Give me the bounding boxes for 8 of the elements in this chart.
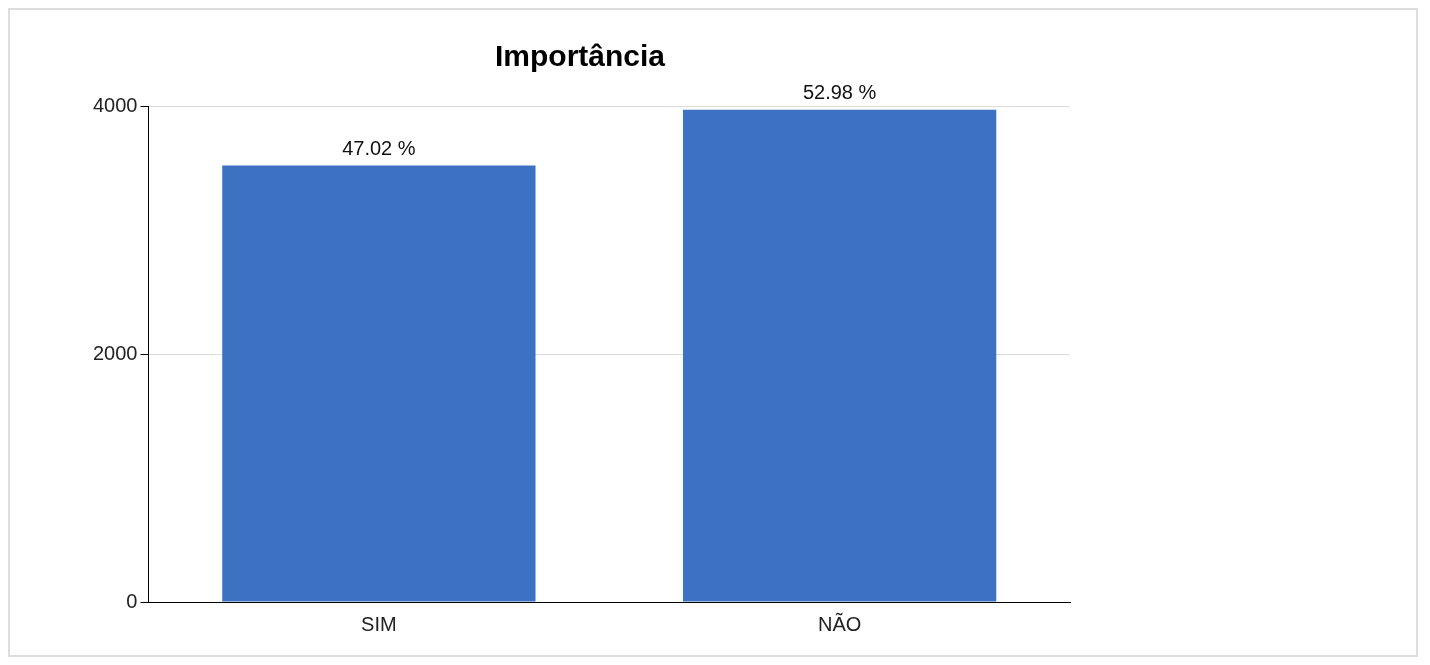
chart-title: Importância [494, 39, 666, 73]
y-tick-label: 4000 [92, 93, 138, 116]
annotation: 52.98 % [802, 81, 877, 104]
x-tick-label: NÃO [817, 611, 862, 635]
x-tick-label: SIM [361, 612, 397, 635]
y-tick-label: 2000 [92, 341, 138, 364]
y-tick-label: 0 [126, 589, 138, 612]
annotation: 47.02 % [342, 137, 416, 160]
